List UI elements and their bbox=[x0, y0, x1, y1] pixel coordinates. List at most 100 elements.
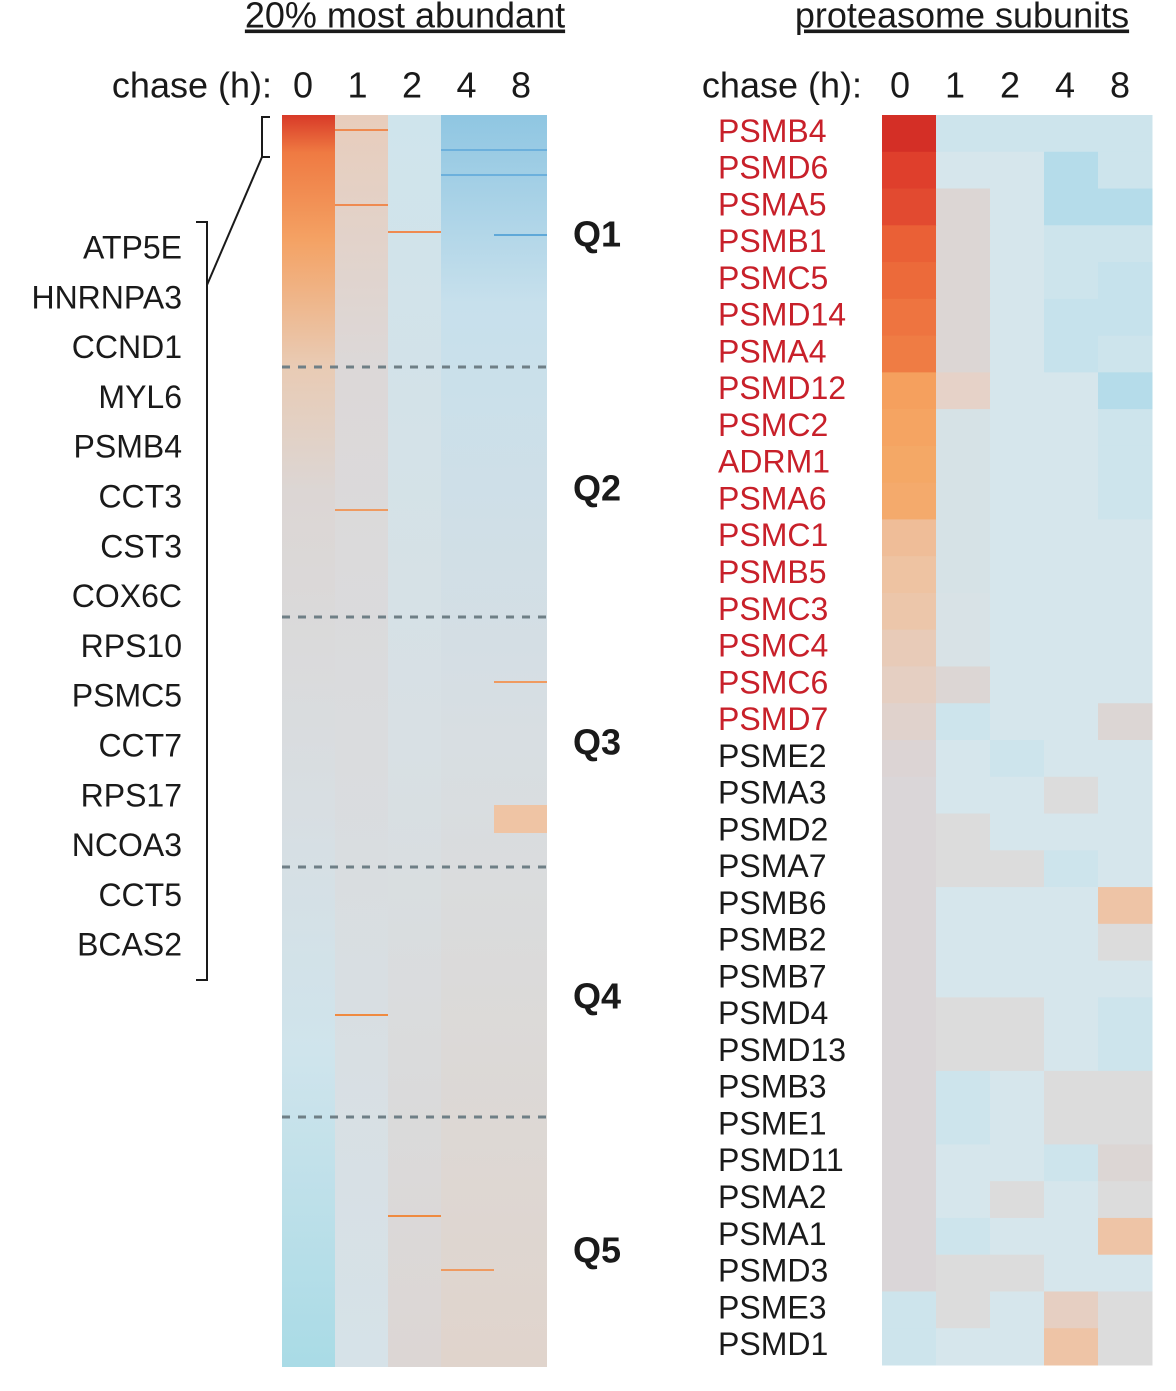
heat-cell bbox=[1098, 482, 1153, 520]
heat-cell bbox=[1098, 592, 1153, 631]
heat-cell bbox=[1098, 225, 1153, 263]
heat-cell bbox=[990, 666, 1045, 704]
heat-cell bbox=[1098, 556, 1153, 594]
column-label: 0 bbox=[890, 65, 910, 106]
heat-column bbox=[282, 115, 335, 1367]
heat-cell bbox=[1098, 151, 1153, 190]
row-label: PSMD6 bbox=[718, 150, 828, 186]
heat-cell bbox=[1044, 997, 1099, 1035]
heat-cell bbox=[990, 482, 1045, 520]
heat-cell bbox=[882, 519, 937, 557]
heat-cell bbox=[882, 1217, 937, 1256]
row-label: PSMB7 bbox=[718, 958, 826, 994]
column-label: 2 bbox=[402, 65, 422, 106]
heat-cell bbox=[1098, 1181, 1153, 1219]
heat-cell bbox=[882, 262, 937, 300]
row-label: PSMD3 bbox=[718, 1253, 828, 1289]
heat-cell bbox=[882, 151, 937, 190]
row-label: PSMB6 bbox=[718, 885, 826, 921]
heat-cell bbox=[990, 1144, 1045, 1182]
column-label: 4 bbox=[456, 65, 476, 106]
heat-cell bbox=[882, 1070, 937, 1109]
column-label: 1 bbox=[347, 65, 367, 106]
heat-cell bbox=[882, 923, 937, 962]
row-label: PSMA1 bbox=[718, 1216, 826, 1252]
heat-cell bbox=[882, 1254, 937, 1292]
heat-cell bbox=[1098, 813, 1153, 851]
heat-cell bbox=[990, 262, 1045, 300]
heat-cell bbox=[882, 115, 937, 153]
group-label: Q4 bbox=[573, 976, 621, 1017]
heat-cell bbox=[882, 556, 937, 594]
row-label: PSMD14 bbox=[718, 297, 846, 333]
heat-column bbox=[388, 115, 441, 1367]
heat-cell bbox=[1098, 960, 1153, 998]
heat-cell bbox=[990, 1107, 1045, 1145]
heat-cell bbox=[1098, 776, 1153, 815]
heat-cell bbox=[1044, 1034, 1099, 1072]
heat-cell bbox=[990, 188, 1045, 226]
heat-cell bbox=[936, 409, 991, 447]
row-label: PSMB4 bbox=[74, 429, 182, 465]
column-label: 2 bbox=[1000, 65, 1020, 106]
heat-cell bbox=[936, 151, 991, 190]
heat-cell bbox=[1098, 335, 1153, 373]
row-label: PSMA7 bbox=[718, 848, 826, 884]
group-label: Q5 bbox=[573, 1230, 621, 1271]
row-label: PSMC1 bbox=[718, 517, 828, 553]
row-label: RPS10 bbox=[81, 628, 182, 664]
heat-cell bbox=[1044, 372, 1099, 410]
row-label: CCT3 bbox=[98, 478, 182, 514]
heat-cell bbox=[882, 482, 937, 520]
heat-cell bbox=[936, 225, 991, 263]
row-label: PSMA5 bbox=[718, 186, 826, 222]
panel-title: 20% most abundant bbox=[245, 0, 565, 36]
group-label: Q2 bbox=[573, 468, 621, 509]
heat-cell bbox=[882, 960, 937, 998]
heat-cell bbox=[990, 629, 1045, 667]
x-axis-label: chase (h): bbox=[112, 65, 272, 106]
heat-cell bbox=[1044, 1217, 1099, 1256]
row-label: PSMD12 bbox=[718, 370, 846, 406]
heat-cell bbox=[1044, 115, 1099, 153]
group-label: Q3 bbox=[573, 722, 621, 763]
stripe bbox=[494, 805, 547, 833]
row-label: PSMA4 bbox=[718, 333, 826, 369]
heat-cell bbox=[882, 409, 937, 447]
heat-cell bbox=[1044, 556, 1099, 594]
row-label: PSMB2 bbox=[718, 922, 826, 958]
heat-cell bbox=[936, 813, 991, 851]
heat-cell bbox=[1098, 923, 1153, 962]
heat-cell bbox=[936, 960, 991, 998]
heat-cell bbox=[1044, 850, 1099, 888]
heat-cell bbox=[990, 519, 1045, 557]
heat-cell bbox=[1098, 1070, 1153, 1109]
row-label: RPS17 bbox=[81, 777, 182, 813]
heat-cell bbox=[990, 335, 1045, 373]
heat-cell bbox=[990, 1181, 1045, 1219]
heat-cell bbox=[936, 1144, 991, 1182]
heat-cell bbox=[936, 1107, 991, 1145]
row-label: CST3 bbox=[100, 528, 182, 564]
heat-cell bbox=[936, 482, 991, 520]
heat-cell bbox=[1044, 335, 1099, 373]
row-label: HNRNPA3 bbox=[31, 279, 182, 315]
heat-cell bbox=[882, 298, 937, 337]
panel-title: proteasome subunits bbox=[795, 0, 1129, 36]
heat-cell bbox=[1098, 372, 1153, 410]
heat-cell bbox=[882, 1144, 937, 1182]
row-label: BCAS2 bbox=[77, 927, 182, 963]
row-label: PSMD11 bbox=[718, 1142, 844, 1178]
heat-cell bbox=[1044, 445, 1099, 484]
heat-cell bbox=[882, 335, 937, 373]
heat-cell bbox=[990, 1217, 1045, 1256]
heat-column bbox=[441, 115, 494, 1367]
heat-cell bbox=[882, 740, 937, 778]
row-label: PSMB5 bbox=[718, 554, 826, 590]
heat-cell bbox=[990, 1291, 1045, 1329]
heat-cell bbox=[1044, 960, 1099, 998]
heat-cell bbox=[1098, 262, 1153, 300]
heat-cell bbox=[882, 1291, 937, 1329]
row-label: MYL6 bbox=[98, 379, 182, 415]
